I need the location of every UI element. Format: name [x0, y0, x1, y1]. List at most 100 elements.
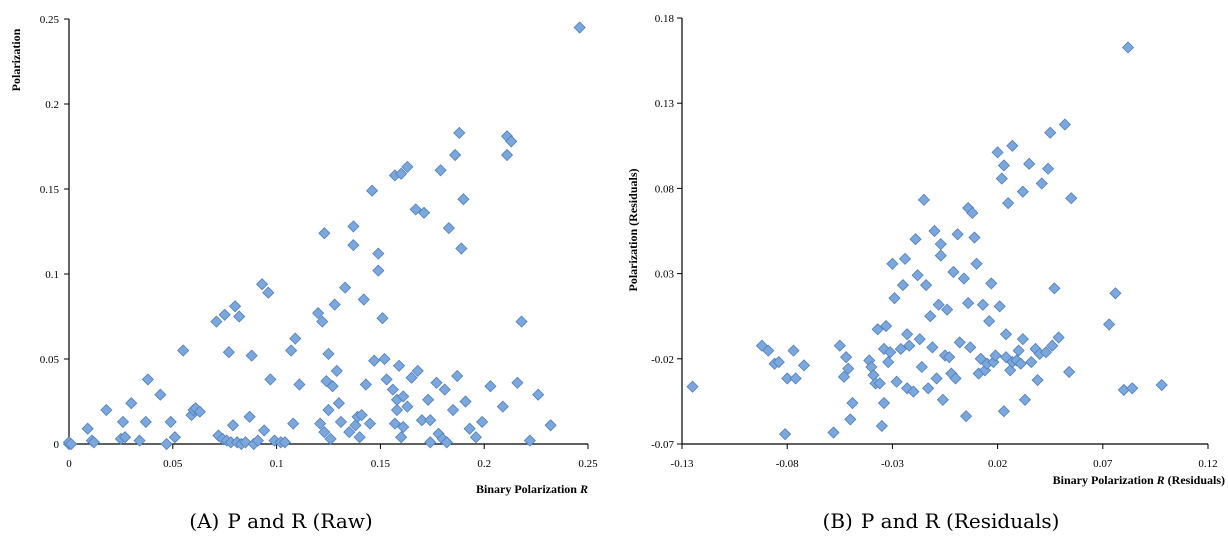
data-point	[787, 344, 800, 357]
data-point	[349, 419, 362, 432]
data-point	[318, 227, 331, 240]
data-point	[544, 419, 557, 432]
data-point	[401, 400, 414, 413]
data-point	[877, 396, 891, 410]
data-point	[1046, 339, 1059, 352]
data-point	[871, 323, 884, 336]
data-point	[390, 403, 404, 417]
data-point	[875, 419, 888, 433]
caption-label: (A)	[189, 509, 219, 533]
data-point	[322, 347, 335, 360]
data-point	[999, 328, 1013, 341]
x-axis-title: Binary Polarization R	[476, 482, 588, 496]
data-point	[397, 420, 410, 434]
data-point	[87, 436, 100, 449]
data-point	[941, 303, 954, 316]
data-point	[840, 351, 853, 364]
data-point	[968, 231, 981, 244]
data-point	[434, 164, 447, 177]
data-point	[932, 298, 945, 311]
data-point	[457, 193, 470, 206]
data-point	[1025, 356, 1038, 369]
data-point	[243, 410, 256, 423]
data-point	[316, 315, 329, 328]
data-point	[523, 434, 536, 447]
data-point	[440, 436, 453, 449]
data-point	[222, 346, 235, 359]
data-point	[116, 415, 130, 428]
y-tick-label: -0.07	[651, 439, 674, 451]
data-point	[287, 417, 300, 430]
data-point	[393, 359, 406, 372]
data-point	[907, 385, 920, 398]
data-point	[326, 380, 339, 393]
data-point	[846, 396, 859, 410]
data-point	[139, 415, 152, 428]
data-point	[469, 431, 482, 444]
x-tick-label: -0.08	[776, 458, 799, 470]
data-point	[324, 432, 337, 445]
x-axis-title-variable: R	[1156, 473, 1165, 487]
data-point	[978, 364, 992, 377]
data-point	[924, 310, 937, 323]
data-point	[264, 373, 277, 386]
data-point	[496, 400, 509, 413]
data-point	[100, 403, 113, 417]
data-point	[1031, 374, 1044, 387]
data-point	[343, 426, 356, 439]
data-point	[449, 148, 462, 162]
data-point	[380, 373, 393, 386]
data-point	[936, 393, 949, 406]
data-point	[328, 298, 341, 311]
data-point	[898, 252, 912, 265]
data-point	[922, 382, 935, 395]
data-point	[997, 159, 1010, 172]
data-point	[442, 222, 455, 235]
data-point	[347, 220, 360, 233]
data-point	[125, 397, 138, 410]
data-point	[405, 371, 418, 384]
data-point	[229, 300, 242, 313]
data-point	[484, 380, 497, 393]
x-tick-label: -0.03	[881, 458, 904, 470]
data-point	[293, 378, 306, 391]
data-point	[511, 376, 524, 389]
data-point	[947, 265, 960, 279]
data-point	[388, 417, 401, 430]
data-point	[65, 437, 78, 451]
data-point	[424, 436, 437, 449]
y-tick-label: 0.15	[40, 184, 60, 196]
data-point	[395, 431, 408, 444]
data-point	[1063, 365, 1076, 378]
x-tick-label: 0.1	[270, 458, 284, 470]
data-point	[424, 414, 437, 427]
data-point	[476, 415, 489, 428]
data-point	[964, 341, 977, 354]
subfigure-caption: (B) P and R (Residuals)	[823, 509, 1060, 533]
data-point	[1018, 393, 1032, 406]
data-point	[500, 148, 514, 162]
data-point	[917, 193, 931, 206]
data-point	[989, 349, 1002, 362]
x-tick-label: 0.05	[163, 458, 183, 470]
data-point	[1035, 177, 1048, 190]
x-axis-title: Binary Polarization R (Residuals)	[1053, 473, 1225, 487]
data-point	[154, 388, 167, 401]
y-tick-label: 0.03	[655, 269, 675, 281]
data-point	[779, 428, 792, 441]
y-tick-label: 0.1	[45, 269, 59, 281]
y-tick-label: 0.13	[655, 98, 675, 110]
data-point	[1121, 41, 1135, 54]
data-point	[943, 351, 956, 364]
data-point	[1155, 378, 1168, 392]
y-tick-label: 0.08	[655, 183, 675, 195]
data-point	[285, 344, 298, 357]
data-point	[355, 409, 368, 422]
data-point	[999, 351, 1013, 364]
data-point	[397, 390, 410, 403]
data-point	[1048, 282, 1061, 295]
data-point	[312, 307, 325, 320]
x-axis-title-suffix: (Residuals)	[1165, 473, 1225, 487]
data-point	[1012, 344, 1025, 357]
x-tick-label: -0.13	[671, 458, 694, 470]
